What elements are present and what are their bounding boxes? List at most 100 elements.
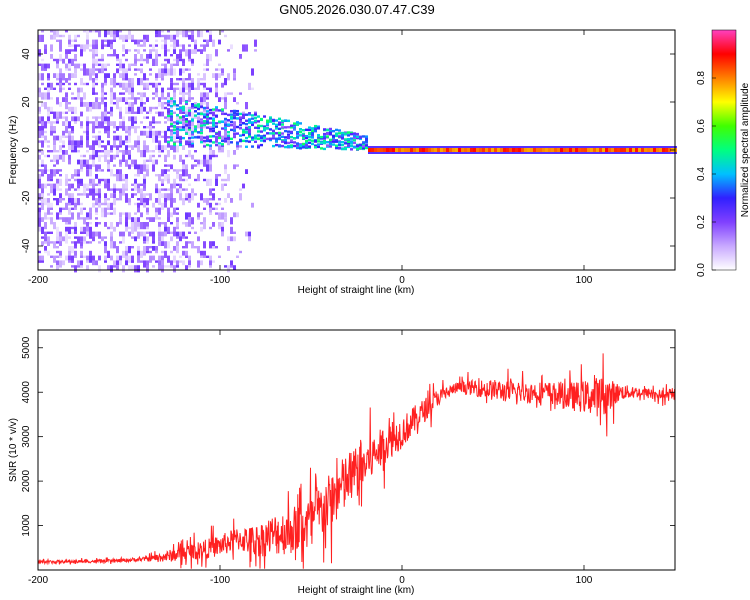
noise-cell bbox=[104, 63, 107, 71]
noise-cell bbox=[38, 116, 41, 124]
noise-cell bbox=[89, 145, 92, 150]
band-cell bbox=[308, 138, 311, 141]
noise-cell bbox=[155, 250, 158, 254]
noise-cell bbox=[140, 188, 143, 194]
noise-cell bbox=[77, 188, 80, 191]
noise-cell bbox=[140, 68, 143, 74]
noise-cell bbox=[233, 121, 236, 126]
noise-cell bbox=[122, 150, 125, 158]
band-cell bbox=[239, 112, 242, 116]
noise-cell bbox=[164, 169, 167, 174]
noise-cell bbox=[224, 212, 227, 218]
noise-cell bbox=[179, 193, 182, 201]
carrier-cell bbox=[527, 148, 530, 152]
noise-cell bbox=[89, 212, 92, 220]
noise-cell bbox=[125, 188, 128, 191]
band-cell bbox=[356, 144, 359, 147]
band-cell bbox=[290, 135, 293, 139]
noise-cell bbox=[95, 30, 98, 33]
noise-cell bbox=[170, 164, 173, 170]
band-cell bbox=[275, 137, 278, 140]
noise-cell bbox=[56, 58, 59, 66]
noise-cell bbox=[98, 97, 101, 100]
noise-cell bbox=[221, 178, 224, 182]
band-cell bbox=[212, 127, 215, 130]
noise-cell bbox=[62, 73, 65, 81]
noise-cell bbox=[200, 260, 203, 266]
noise-cell bbox=[56, 97, 59, 105]
noise-cell bbox=[95, 44, 98, 50]
noise-cell bbox=[59, 49, 62, 52]
noise-cell bbox=[113, 226, 116, 232]
noise-cell bbox=[182, 236, 185, 239]
noise-cell bbox=[104, 246, 107, 254]
noise-cell bbox=[161, 260, 164, 268]
noise-cell bbox=[98, 188, 101, 196]
noise-cell bbox=[122, 154, 125, 162]
noise-cell bbox=[119, 63, 122, 69]
noise-cell bbox=[152, 82, 155, 88]
noise-cell bbox=[71, 116, 74, 122]
noise-cell bbox=[59, 198, 62, 203]
noise-cell bbox=[158, 236, 161, 242]
band-cell bbox=[179, 116, 182, 119]
noise-cell bbox=[122, 231, 125, 239]
noise-cell bbox=[137, 222, 140, 230]
band-cell bbox=[311, 133, 314, 136]
noise-cell bbox=[110, 193, 113, 198]
noise-cell bbox=[164, 106, 167, 110]
noise-cell bbox=[71, 39, 74, 42]
band-cell bbox=[341, 140, 344, 144]
noise-cell bbox=[170, 231, 173, 234]
noise-cell bbox=[125, 193, 128, 201]
noise-cell bbox=[197, 116, 200, 122]
noise-cell bbox=[143, 78, 146, 81]
noise-cell bbox=[101, 39, 104, 47]
noise-cell bbox=[137, 265, 140, 273]
y-tick-label: 20 bbox=[21, 96, 32, 108]
noise-cell bbox=[197, 159, 200, 165]
noise-cell bbox=[47, 183, 50, 186]
noise-cell bbox=[182, 145, 185, 150]
noise-cell bbox=[104, 154, 107, 162]
noise-cell bbox=[197, 49, 200, 52]
noise-cell bbox=[146, 164, 149, 172]
noise-cell bbox=[164, 265, 167, 268]
band-cell bbox=[338, 132, 341, 135]
noise-cell bbox=[167, 212, 170, 220]
noise-cell bbox=[95, 121, 98, 129]
noise-cell bbox=[77, 63, 80, 69]
noise-cell bbox=[179, 78, 182, 81]
noise-cell bbox=[209, 164, 212, 172]
noise-cell bbox=[44, 164, 47, 170]
band-cell bbox=[206, 110, 209, 113]
noise-cell bbox=[92, 159, 95, 167]
noise-cell bbox=[218, 174, 221, 177]
noise-cell bbox=[173, 44, 176, 50]
noise-cell bbox=[206, 178, 209, 186]
noise-cell bbox=[95, 39, 98, 47]
band-cell bbox=[167, 110, 170, 113]
noise-cell bbox=[176, 212, 179, 215]
noise-cell bbox=[158, 222, 161, 230]
band-cell bbox=[239, 134, 242, 137]
noise-cell bbox=[92, 193, 95, 201]
noise-cell bbox=[179, 154, 182, 162]
noise-cell bbox=[128, 111, 131, 114]
noise-cell bbox=[221, 82, 224, 88]
band-cell bbox=[242, 115, 245, 119]
noise-cell bbox=[140, 212, 143, 218]
noise-cell bbox=[161, 68, 164, 74]
noise-cell bbox=[74, 169, 77, 177]
noise-cell bbox=[176, 87, 179, 90]
noise-cell bbox=[68, 178, 71, 182]
noise-cell bbox=[197, 246, 200, 254]
carrier-cell bbox=[632, 148, 635, 152]
noise-cell bbox=[185, 178, 188, 182]
noise-cell bbox=[86, 226, 89, 232]
noise-cell bbox=[143, 178, 146, 186]
noise-cell bbox=[83, 68, 86, 76]
noise-cell bbox=[164, 49, 167, 57]
noise-cell bbox=[188, 193, 191, 198]
noise-cell bbox=[77, 212, 80, 220]
